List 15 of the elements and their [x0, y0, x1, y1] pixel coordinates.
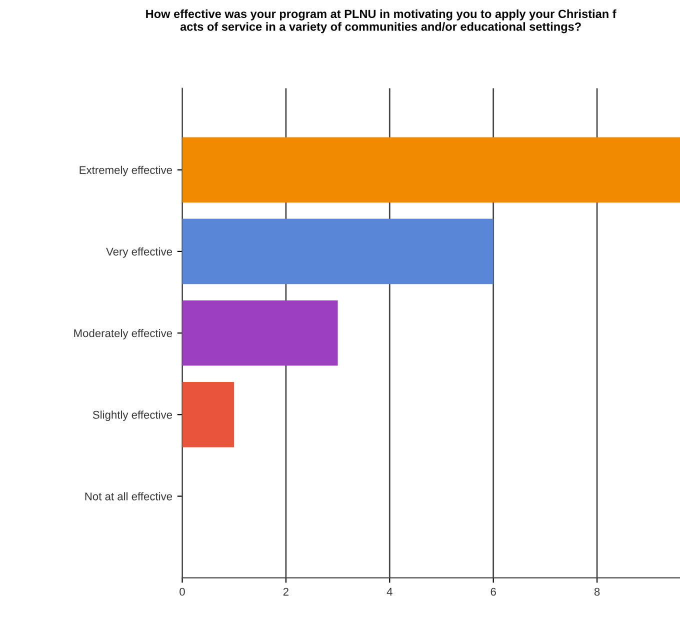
y-tick-label: Not at all effective: [85, 492, 172, 500]
bar: [182, 382, 234, 448]
x-tick-label: 0: [180, 588, 185, 596]
bar: [182, 137, 680, 202]
chart-title: How effective was your program at PLNU in motivating you to apply your Christian f acts of service in a variety of communities and/or educational settings?: [146, 9, 616, 34]
y-tick-label: Extremely effective: [80, 166, 172, 176]
bar: [182, 300, 338, 366]
x-tick-label: 8: [594, 588, 600, 596]
y-tick-label: Slightly effective: [92, 410, 172, 421]
x-tick-label: 4: [386, 588, 392, 596]
x-tick-label: 2: [283, 588, 288, 596]
y-tick-label: Very effective: [106, 247, 172, 258]
x-tick-label: 6: [490, 588, 496, 596]
y-tick-label: Moderately effective: [74, 329, 172, 340]
bar: [182, 218, 494, 284]
